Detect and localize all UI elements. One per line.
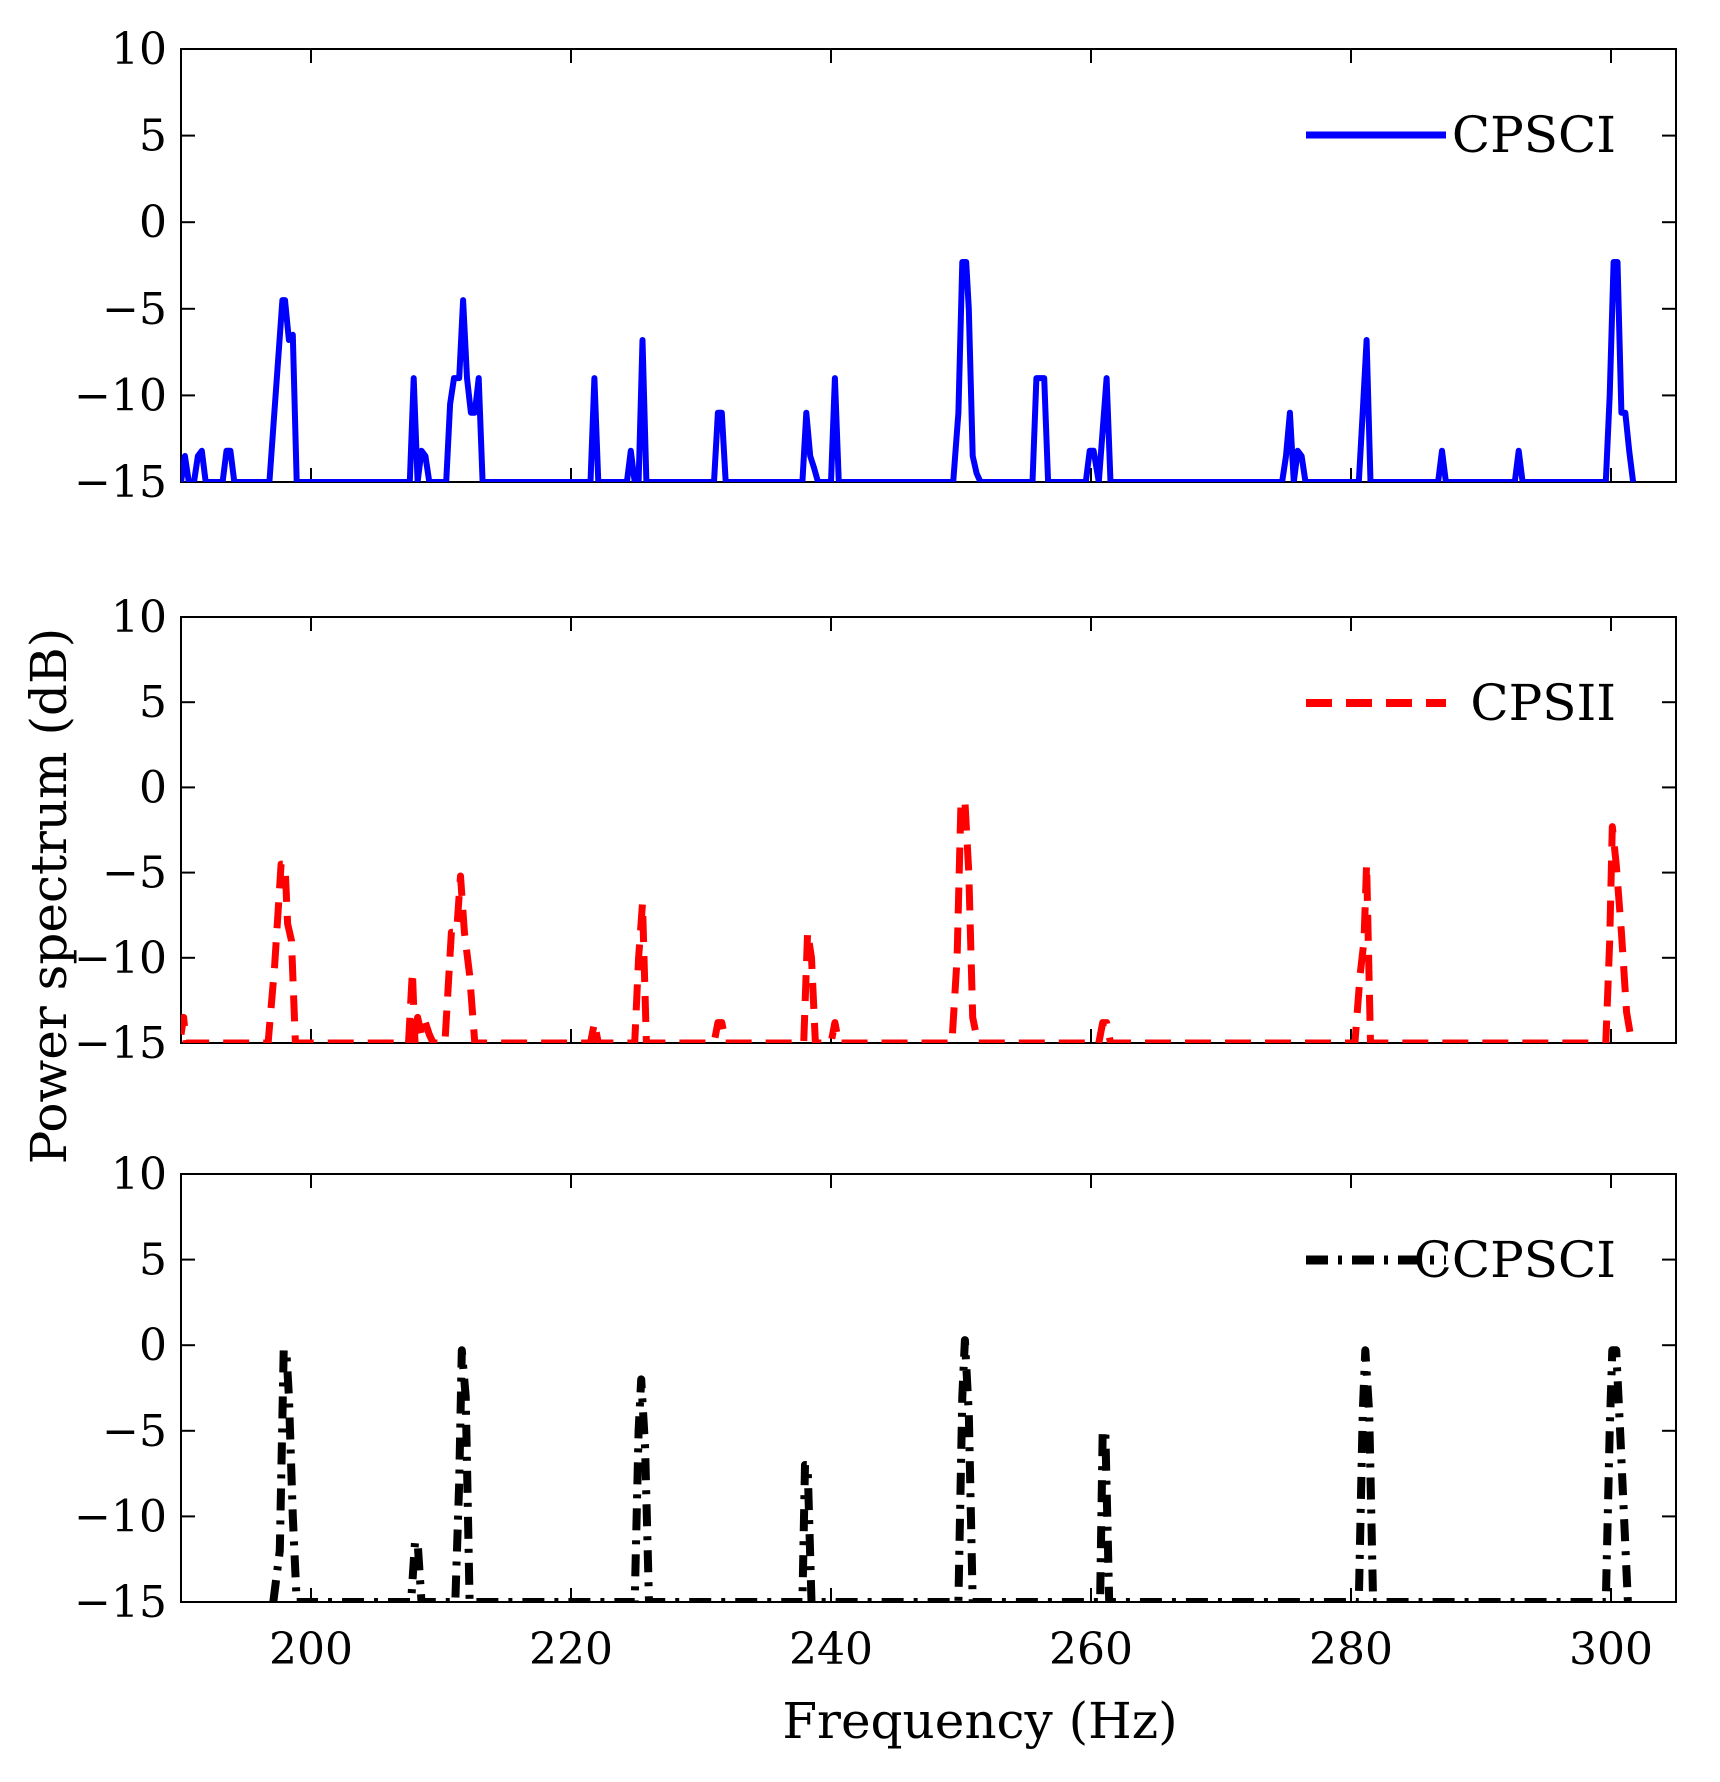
series-line-ccpsci bbox=[269, 1336, 1632, 1602]
y-tick-label: 10 bbox=[111, 592, 167, 643]
y-tick-label: −10 bbox=[74, 370, 167, 421]
subplot-cpsci: 10 5 0 −5 −10 −15 CPSCI bbox=[74, 24, 1677, 508]
x-tick-label: 200 bbox=[269, 1624, 353, 1675]
y-tick-label: 5 bbox=[139, 677, 167, 728]
x-tick-label: 240 bbox=[789, 1624, 873, 1675]
y-tick-label: −10 bbox=[74, 933, 167, 984]
y-tick-label: −15 bbox=[74, 457, 167, 508]
series-line-cpsii bbox=[181, 797, 1636, 1043]
x-tick-label: 280 bbox=[1309, 1624, 1393, 1675]
y-tick-label: 0 bbox=[139, 762, 167, 813]
y-tick-label: −5 bbox=[102, 1406, 167, 1457]
series-line-cpsci bbox=[181, 259, 1637, 482]
y-tick-label: 5 bbox=[139, 1235, 167, 1286]
y-tick-label: −10 bbox=[74, 1491, 167, 1542]
y-tick-label: 10 bbox=[111, 24, 167, 75]
y-tick-label: −15 bbox=[74, 1018, 167, 1069]
y-axis-label: Power spectrum (dB) bbox=[20, 628, 78, 1164]
x-axis-label: Frequency (Hz) bbox=[782, 1692, 1177, 1750]
legend-label-cpsii: CPSII bbox=[1470, 674, 1616, 732]
y-tick-label: 0 bbox=[139, 1320, 167, 1371]
subplot-ccpsci: 10 5 0 −5 −10 −15 200 220 240 260 280 300 CCPSCI bbox=[74, 1149, 1677, 1675]
y-tick-label: 10 bbox=[111, 1149, 167, 1200]
plot-frame-cpsii bbox=[180, 616, 1677, 1044]
y-tick-label: −15 bbox=[74, 1577, 167, 1628]
subplot-cpsii: 10 5 0 −5 −10 −15 CPSII bbox=[74, 592, 1677, 1069]
x-tick-label: 300 bbox=[1569, 1624, 1653, 1675]
y-tick-label: −5 bbox=[102, 848, 167, 899]
legend-label-cpsci: CPSCI bbox=[1452, 106, 1616, 164]
x-tick-label: 220 bbox=[529, 1624, 613, 1675]
y-tick-label: −5 bbox=[102, 284, 167, 335]
y-tick-label: 0 bbox=[139, 197, 167, 248]
x-tick-label: 260 bbox=[1049, 1624, 1133, 1675]
y-tick-label: 5 bbox=[139, 111, 167, 162]
legend-label-ccpsci: CCPSCI bbox=[1414, 1231, 1616, 1289]
